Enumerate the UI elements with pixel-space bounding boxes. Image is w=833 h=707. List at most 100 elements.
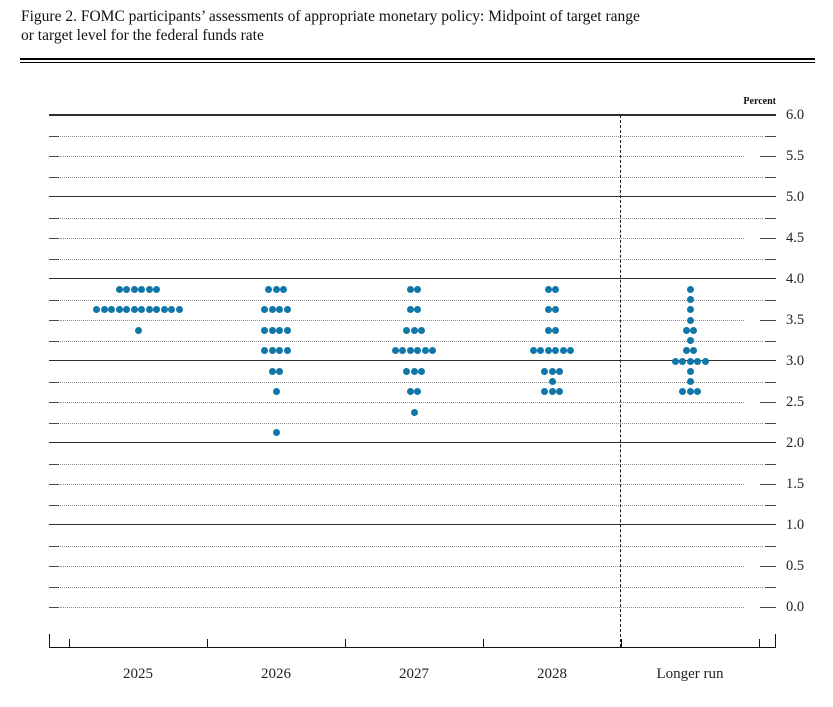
projection-dot: [694, 388, 701, 396]
projection-dot: [276, 306, 284, 314]
projection-dot: [138, 285, 146, 293]
projection-dot: [280, 285, 287, 293]
gridline-left-tick: [49, 463, 59, 465]
projection-dot: [537, 347, 545, 355]
y-tick-label: 0.0: [786, 599, 805, 615]
gridline-major: [49, 524, 776, 525]
projection-dot: [168, 306, 176, 314]
projection-dot: [548, 388, 556, 396]
projection-dot: [130, 306, 138, 314]
projection-dot: [686, 285, 694, 293]
projection-dot: [276, 367, 284, 375]
projection-dot: [418, 326, 425, 334]
y-tick-label: 2.5: [786, 394, 805, 410]
x-axis-tick: [207, 639, 208, 647]
projection-dot: [403, 367, 410, 375]
projection-dot: [690, 347, 698, 355]
projection-dot: [175, 306, 183, 314]
gridline-minor: [60, 320, 744, 321]
projection-dot: [544, 306, 552, 314]
gridline-right-tick: [765, 463, 776, 465]
gridline-minor: [60, 504, 763, 506]
gridline-minor: [60, 176, 763, 178]
projection-dot: [261, 347, 269, 355]
projection-dot: [414, 347, 422, 355]
projection-dot: [160, 306, 168, 314]
gridline-right-tick: [760, 156, 776, 157]
gridline-right-tick: [760, 607, 776, 608]
gridline-left-tick: [49, 176, 59, 178]
gridline-right-tick: [765, 135, 776, 137]
y-tick-label: 6.0: [786, 107, 805, 123]
projection-dot: [410, 326, 418, 334]
projection-dot: [261, 306, 269, 314]
gridline-major: [49, 278, 776, 279]
projection-dot: [406, 306, 414, 314]
projection-dot: [145, 285, 153, 293]
x-axis-end-tick: [775, 634, 776, 647]
y-tick-label: 0.5: [786, 558, 805, 574]
projection-dot: [153, 306, 161, 314]
x-category-label: 2027: [399, 666, 429, 682]
projection-dot: [123, 306, 131, 314]
gridline-minor: [60, 217, 763, 219]
projection-dot: [283, 326, 291, 334]
gridline-right-tick: [760, 402, 776, 403]
gridline-left-tick: [49, 586, 59, 588]
projection-dot: [421, 347, 429, 355]
gridline-major: [49, 196, 776, 197]
projection-dot: [686, 296, 694, 303]
projection-dot: [418, 367, 425, 375]
projection-dot: [406, 285, 414, 293]
projection-dot: [403, 326, 410, 334]
projection-dot: [544, 326, 552, 334]
gridline-left-tick: [49, 607, 59, 608]
projection-dot: [686, 388, 694, 396]
projection-dot: [559, 347, 567, 355]
gridline-right-tick: [760, 238, 776, 239]
gridline-left-tick: [49, 135, 59, 137]
projection-dot: [690, 326, 698, 334]
projection-dot: [115, 285, 123, 293]
gridline-right-tick: [765, 504, 776, 506]
projection-dot: [261, 326, 269, 334]
projection-dot: [552, 326, 560, 334]
x-axis-tick: [69, 639, 70, 647]
projection-dot: [682, 347, 690, 355]
gridline-major: [49, 360, 776, 361]
gridline-minor: [60, 340, 763, 342]
projection-dot: [153, 285, 161, 293]
projection-dot: [556, 388, 563, 396]
projection-dot: [283, 347, 291, 355]
gridline-minor: [60, 238, 744, 239]
x-category-label: Longer run: [656, 666, 724, 682]
x-category-label: 2028: [537, 666, 567, 682]
gridline-minor: [60, 156, 744, 157]
projection-dot: [414, 388, 422, 396]
projection-dot: [268, 367, 276, 375]
projection-dot: [671, 357, 679, 365]
y-tick-label: 3.0: [786, 353, 805, 369]
projection-dot: [556, 367, 563, 375]
gridline-left-tick: [49, 258, 59, 260]
gridline-left-tick: [49, 422, 59, 424]
projection-dot: [145, 306, 153, 314]
longer-run-separator: [620, 115, 621, 647]
projection-dot: [682, 326, 690, 334]
gridline-right-tick: [765, 217, 776, 219]
gridline-minor: [60, 463, 763, 465]
projection-dot: [529, 347, 537, 355]
projection-dot: [108, 306, 116, 314]
gridline-minor: [60, 607, 744, 608]
gridline-left-tick: [49, 484, 59, 485]
gridline-left-tick: [49, 545, 59, 547]
gridline-right-tick: [760, 566, 776, 567]
projection-dot: [679, 357, 686, 365]
projection-dot: [544, 285, 552, 293]
projection-dot: [123, 285, 131, 293]
x-category-label: 2025: [123, 666, 153, 682]
gridline-left-tick: [49, 340, 59, 342]
projection-dot: [115, 306, 123, 314]
gridline-right-tick: [765, 299, 776, 301]
projection-dot: [406, 347, 414, 355]
